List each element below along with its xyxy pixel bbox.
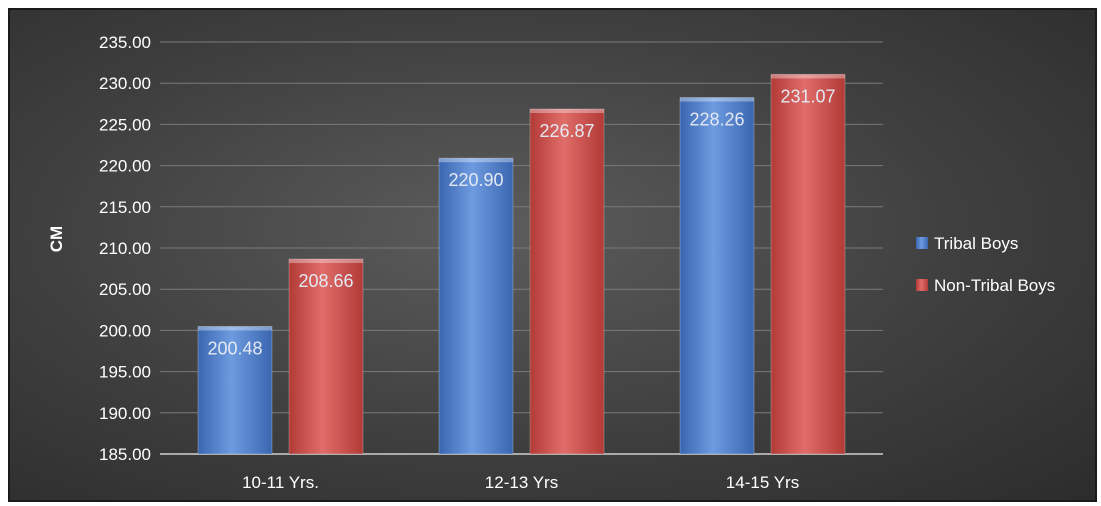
legend-label: Tribal Boys	[934, 234, 1018, 253]
y-tick-label: 215.00	[99, 198, 151, 217]
x-category-label: 12-13 Yrs	[485, 473, 558, 492]
bar-top-highlight	[439, 158, 513, 163]
legend-label: Non-Tribal Boys	[934, 276, 1055, 295]
bar-top-highlight	[680, 97, 754, 102]
bar-non-tribal-2	[770, 73, 846, 455]
y-tick-label: 190.00	[99, 404, 151, 423]
y-tick-label: 200.00	[99, 321, 151, 340]
data-label: 208.66	[298, 271, 353, 291]
y-tick-label: 235.00	[99, 33, 151, 52]
data-label: 226.87	[539, 121, 594, 141]
data-label: 228.26	[689, 110, 744, 130]
y-tick-label: 230.00	[99, 74, 151, 93]
bar-non-tribal-0	[288, 258, 364, 455]
bar-top-highlight	[198, 326, 272, 331]
bar-non-tribal-1	[529, 108, 605, 455]
bar-chart: 185.00 190.00 195.00 200.00 205.00 210.00 215.…	[47, 33, 1055, 492]
y-tick-label: 195.00	[99, 363, 151, 382]
bar-top-highlight	[289, 259, 363, 264]
y-tick-label: 185.00	[99, 445, 151, 464]
bar-tribal-0	[197, 325, 273, 455]
y-tick-label: 210.00	[99, 239, 151, 258]
bar-tribal-1	[438, 157, 514, 455]
x-category-label: 10-11 Yrs.	[242, 473, 319, 492]
data-label: 231.07	[780, 86, 835, 106]
y-tick-label: 220.00	[99, 157, 151, 176]
y-tick-label: 205.00	[99, 280, 151, 299]
legend-swatch	[916, 279, 928, 291]
legend-swatch	[916, 237, 928, 249]
bar-tribal-2	[679, 97, 755, 455]
y-axis-title: CM	[47, 226, 66, 252]
data-label: 200.48	[207, 338, 262, 358]
legend: Tribal Boys Non-Tribal Boys	[916, 234, 1055, 295]
data-label: 220.90	[448, 170, 503, 190]
x-category-label: 14-15 Yrs	[726, 473, 799, 492]
bar-top-highlight	[771, 74, 845, 79]
chart-frame: 185.00 190.00 195.00 200.00 205.00 210.00 215.…	[8, 8, 1097, 502]
bar-top-highlight	[530, 108, 604, 113]
y-tick-label: 225.00	[99, 115, 151, 134]
